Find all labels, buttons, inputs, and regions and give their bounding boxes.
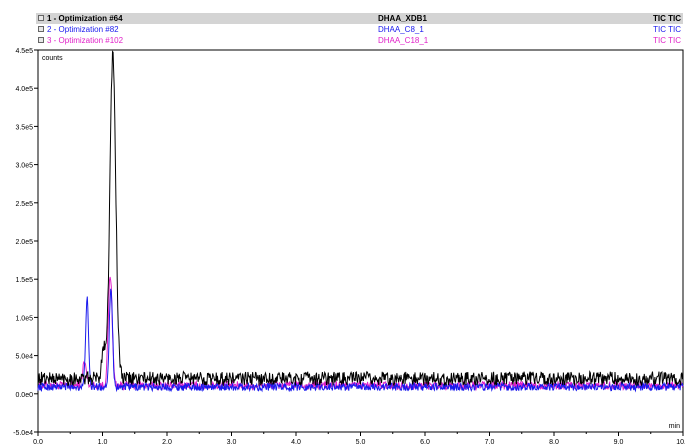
- trace-visible-checkbox-icon[interactable]: [38, 26, 44, 32]
- x-tick-label: 6.0: [420, 439, 430, 446]
- x-tick-label: 8.0: [549, 439, 559, 446]
- series-line-2: [37, 288, 684, 393]
- y-tick-label: 5.0e4: [15, 354, 33, 361]
- series-line-1: [37, 50, 684, 387]
- y-tick-label: 4.5e5: [15, 48, 33, 55]
- legend-name: 1 - Optimization #64: [47, 14, 123, 23]
- x-tick-label: 1.0: [98, 439, 108, 446]
- x-axis-label: min: [669, 423, 680, 430]
- x-tick-label: 5.0: [356, 439, 366, 446]
- y-tick-label: 2.0e5: [15, 239, 33, 246]
- legend-row-3[interactable]: 3 - Optimization #102 DHAA_C18_1 TIC TIC: [36, 35, 683, 46]
- trace-visible-checkbox-icon[interactable]: [38, 37, 44, 43]
- legend-trace: TIC TIC: [653, 14, 681, 23]
- legend-name: 2 - Optimization #82: [47, 25, 119, 34]
- x-tick-label: 7.0: [485, 439, 495, 446]
- y-tick-label: 3.0e5: [15, 163, 33, 170]
- legend: 1 - Optimization #64 DHAA_XDB1 TIC TIC 2…: [36, 13, 683, 49]
- x-tick-label: 10.0: [676, 439, 685, 446]
- x-tick-label: 2.0: [162, 439, 172, 446]
- legend-row-2[interactable]: 2 - Optimization #82 DHAA_C8_1 TIC TIC: [36, 24, 683, 35]
- legend-trace: TIC TIC: [653, 25, 681, 34]
- y-tick-label: 0.0e0: [15, 392, 33, 399]
- x-tick-label: 9.0: [614, 439, 624, 446]
- legend-trace: TIC TIC: [653, 36, 681, 45]
- legend-sample: DHAA_XDB1: [378, 14, 427, 23]
- y-tick-label: 1.0e5: [15, 315, 33, 322]
- legend-sample: DHAA_C18_1: [378, 36, 429, 45]
- x-tick-label: 0.0: [33, 439, 43, 446]
- legend-row-1[interactable]: 1 - Optimization #64 DHAA_XDB1 TIC TIC: [36, 13, 683, 24]
- y-tick-label: -5.0e4: [13, 430, 33, 437]
- y-tick-label: 3.5e5: [15, 124, 33, 131]
- y-tick-label: 2.5e5: [15, 201, 33, 208]
- trace-visible-checkbox-icon[interactable]: [38, 15, 44, 21]
- legend-sample: DHAA_C8_1: [378, 25, 424, 34]
- x-tick-label: 4.0: [291, 439, 301, 446]
- y-axis-label: counts: [42, 55, 63, 62]
- y-tick-label: 1.5e5: [15, 277, 33, 284]
- y-tick-label: 4.0e5: [15, 86, 33, 93]
- legend-name: 3 - Optimization #102: [47, 36, 124, 45]
- x-tick-label: 3.0: [227, 439, 237, 446]
